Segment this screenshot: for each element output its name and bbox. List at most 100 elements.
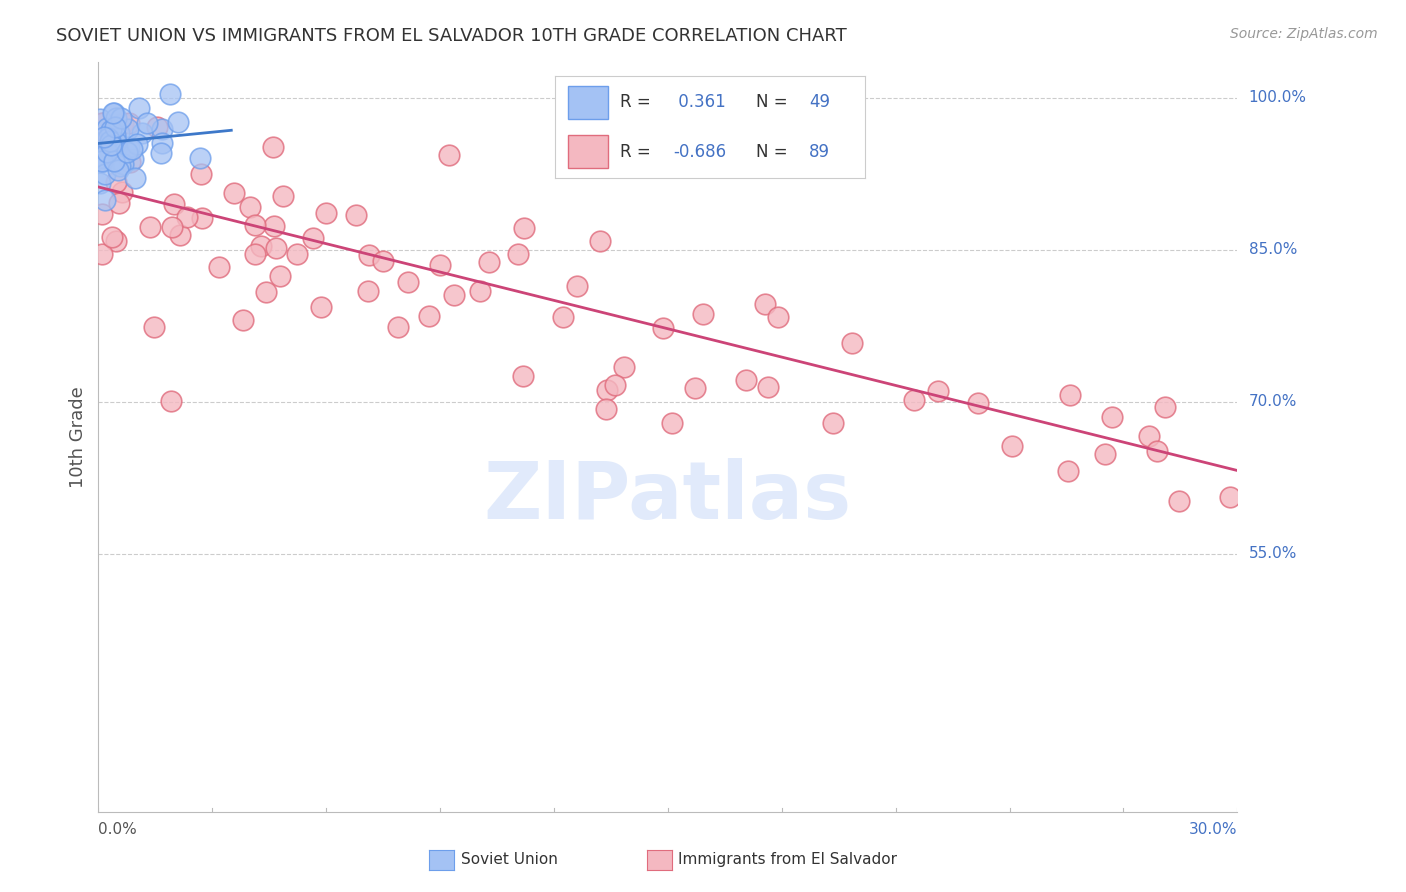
Point	[111, 157, 134, 171]
Point	[1167, 494, 1189, 508]
Point	[163, 197, 186, 211]
Text: -0.686: -0.686	[673, 143, 725, 161]
Point	[96, 140, 118, 154]
Text: Source: ZipAtlas.com: Source: ZipAtlas.com	[1230, 27, 1378, 41]
Point	[603, 378, 626, 392]
Point	[243, 218, 266, 232]
Point	[100, 137, 122, 152]
Text: Soviet Union: Soviet Union	[461, 853, 558, 867]
Point	[101, 230, 124, 244]
Point	[418, 309, 440, 323]
Point	[104, 120, 127, 134]
Point	[103, 153, 125, 168]
Point	[105, 176, 128, 190]
Point	[91, 207, 114, 221]
Point	[285, 247, 308, 261]
Point	[162, 219, 184, 234]
Point	[768, 310, 790, 324]
Point	[104, 139, 127, 153]
Text: 0.361: 0.361	[673, 94, 725, 112]
Point	[91, 247, 114, 261]
Point	[159, 394, 181, 409]
Text: N =: N =	[756, 94, 787, 112]
Point	[105, 135, 128, 149]
Point	[91, 116, 114, 130]
Text: 30.0%: 30.0%	[1189, 822, 1237, 837]
Point	[135, 115, 157, 129]
Point	[239, 201, 262, 215]
Point	[232, 313, 254, 327]
Point	[169, 227, 191, 242]
Point	[139, 219, 162, 234]
Point	[121, 142, 143, 156]
Point	[661, 416, 683, 430]
Point	[128, 102, 150, 116]
Point	[107, 162, 129, 177]
Text: 55.0%: 55.0%	[1249, 546, 1298, 561]
Point	[344, 209, 367, 223]
Point	[589, 235, 612, 249]
Point	[159, 87, 181, 101]
Point	[1101, 410, 1123, 425]
Text: R =: R =	[620, 94, 651, 112]
Point	[756, 380, 779, 394]
Point	[108, 196, 131, 211]
Point	[167, 114, 190, 128]
Point	[94, 168, 117, 182]
Point	[309, 300, 332, 314]
Point	[685, 381, 707, 395]
Text: N =: N =	[756, 143, 787, 161]
Point	[93, 194, 115, 208]
Point	[315, 205, 337, 219]
Point	[89, 151, 111, 165]
Point	[359, 248, 381, 262]
Point	[478, 255, 501, 269]
Point	[91, 134, 114, 148]
Point	[93, 140, 115, 154]
Point	[513, 221, 536, 235]
Point	[105, 112, 128, 126]
Point	[595, 402, 617, 417]
Point	[104, 135, 127, 149]
Point	[96, 145, 118, 160]
Point	[1001, 439, 1024, 453]
Point	[118, 116, 141, 130]
Point	[553, 310, 575, 325]
Point	[150, 136, 173, 150]
Text: 89: 89	[808, 143, 830, 161]
Point	[90, 155, 112, 169]
Point	[263, 219, 285, 233]
Point	[508, 247, 530, 261]
Point	[108, 159, 131, 173]
Point	[222, 186, 245, 201]
Point	[1094, 447, 1116, 461]
Point	[121, 152, 143, 166]
Point	[142, 320, 165, 334]
Text: ZIPatlas: ZIPatlas	[484, 458, 852, 536]
Point	[567, 279, 589, 293]
Point	[437, 148, 460, 162]
Point	[271, 189, 294, 203]
Point	[966, 396, 988, 410]
Point	[100, 127, 122, 141]
Point	[396, 275, 419, 289]
Point	[89, 176, 111, 190]
Point	[100, 135, 122, 149]
Point	[188, 151, 211, 165]
Point	[596, 383, 619, 397]
Point	[91, 154, 114, 169]
Text: SOVIET UNION VS IMMIGRANTS FROM EL SALVADOR 10TH GRADE CORRELATION CHART: SOVIET UNION VS IMMIGRANTS FROM EL SALVA…	[56, 27, 846, 45]
Point	[89, 112, 111, 127]
Point	[269, 268, 291, 283]
Point	[754, 296, 776, 310]
Y-axis label: 10th Grade: 10th Grade	[69, 386, 87, 488]
Point	[100, 128, 122, 143]
Point	[91, 116, 114, 130]
Point	[100, 122, 122, 136]
Point	[841, 336, 863, 351]
Point	[118, 154, 141, 169]
Point	[131, 126, 153, 140]
Point	[262, 140, 284, 154]
Point	[692, 307, 714, 321]
Point	[652, 321, 675, 335]
